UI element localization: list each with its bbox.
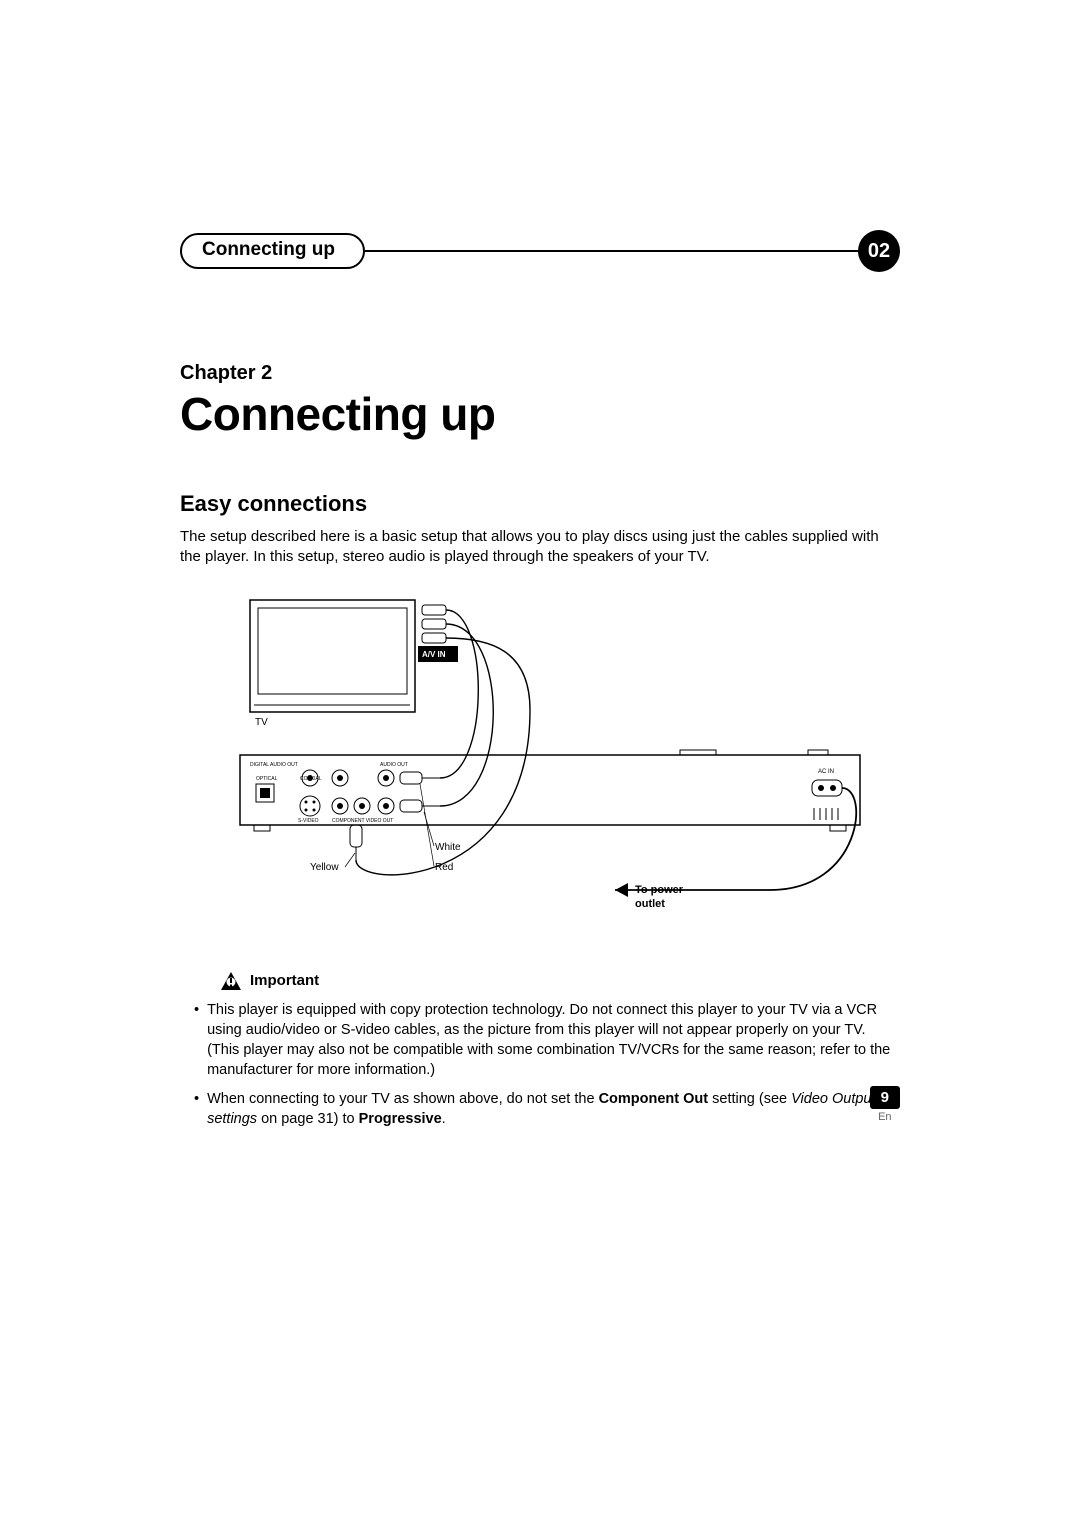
- bullet-item: • When connecting to your TV as shown ab…: [194, 1089, 892, 1130]
- svg-text:DIGITAL AUDIO OUT: DIGITAL AUDIO OUT: [250, 762, 298, 768]
- page-number: 9: [870, 1086, 900, 1109]
- bullet-item: • This player is equipped with copy prot…: [194, 1000, 892, 1081]
- diagram-yellow-label: Yellow: [310, 862, 339, 873]
- page-footer: 9 En: [870, 1086, 900, 1123]
- svg-text:S-VIDEO: S-VIDEO: [298, 818, 319, 824]
- header-bar: Connecting up 02: [180, 230, 900, 272]
- svg-text:COMPONENT VIDEO OUT: COMPONENT VIDEO OUT: [332, 818, 393, 824]
- warning-icon: [220, 970, 242, 992]
- chapter-title: Connecting up: [180, 387, 900, 441]
- important-label: Important: [250, 972, 319, 989]
- page-lang: En: [870, 1111, 900, 1123]
- svg-text:AC IN: AC IN: [818, 769, 834, 775]
- header-line: [365, 250, 858, 252]
- important-heading: Important: [220, 970, 900, 992]
- chapter-badge: 02: [858, 230, 900, 272]
- bullet-text: This player is equipped with copy protec…: [207, 1000, 892, 1081]
- svg-text:OPTICAL: OPTICAL: [256, 776, 278, 782]
- chapter-label: Chapter 2: [180, 362, 900, 385]
- connection-diagram: TV A/V IN DIGITAL AUDIO OUT OPTICAL: [180, 590, 900, 930]
- intro-text: The setup described here is a basic setu…: [180, 527, 900, 568]
- diagram-avin-label: A/V IN: [422, 650, 446, 659]
- diagram-white-label: White: [435, 842, 461, 853]
- diagram-tv-label: TV: [255, 717, 268, 728]
- diagram-power-label-2: outlet: [635, 898, 665, 910]
- svg-text:AUDIO OUT: AUDIO OUT: [380, 762, 408, 768]
- header-pill: Connecting up: [180, 233, 365, 269]
- diagram-power-label-1: To power: [635, 884, 684, 896]
- diagram-red-label: Red: [435, 862, 453, 873]
- section-title: Easy connections: [180, 491, 900, 517]
- bullet-text: When connecting to your TV as shown abov…: [207, 1089, 892, 1130]
